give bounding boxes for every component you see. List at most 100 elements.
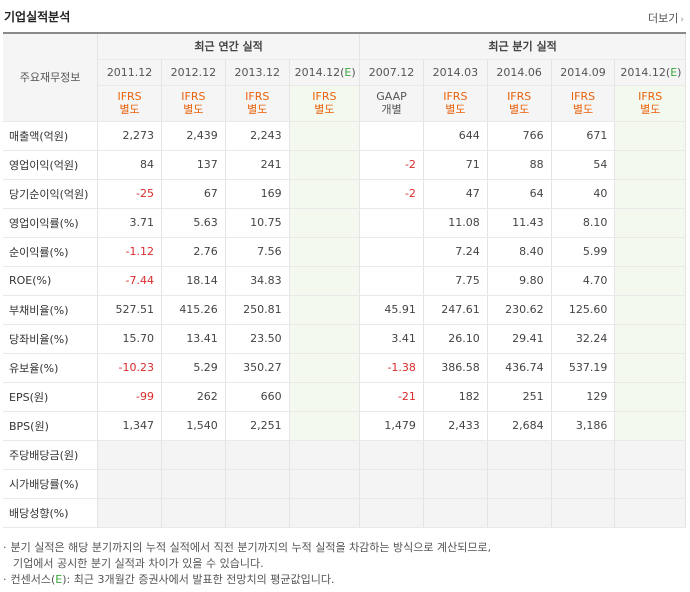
footnote-2-suffix: ): 최근 3개월간 증권사에서 발표한 전망치의 평균값입니다. <box>62 573 335 586</box>
table-cell <box>359 207 424 238</box>
period-header: 2014.12(E) <box>289 59 361 86</box>
table-cell <box>359 498 424 528</box>
table-row: 영업이익률(%) 3.71 5.63 10.75 11.08 11.43 8.10 <box>3 207 686 238</box>
accounting-standard: IFRS 별도 <box>161 85 226 122</box>
quarterly-group-header: 최근 분기 실적 <box>359 32 686 60</box>
standard-type: IFRS <box>570 90 596 103</box>
row-label: EPS(원) <box>3 382 99 412</box>
table-cell <box>289 469 361 499</box>
table-cell: 8.40 <box>487 237 552 267</box>
table-cell: 2,273 <box>97 121 162 151</box>
table-cell <box>423 439 488 470</box>
table-cell <box>487 498 552 528</box>
more-link-label[interactable]: 더보기 <box>648 12 679 25</box>
table-cell: 26.10 <box>423 324 488 354</box>
table-cell: -2 <box>359 179 424 209</box>
table-cell: 766 <box>487 121 552 151</box>
table-cell <box>161 498 226 528</box>
period-label: 2014.12( <box>620 65 671 79</box>
period-header: 2014.09 <box>551 59 616 86</box>
standard-scope: 별도 <box>247 103 268 116</box>
table-row: 영업이익(억원) 84 137 241 -2 71 88 54 <box>3 150 686 180</box>
table-cell: 527.51 <box>97 294 162 325</box>
table-cell: 644 <box>423 121 488 151</box>
row-label: 당좌비율(%) <box>3 324 99 354</box>
table-cell <box>161 469 226 499</box>
period-label: 2014.12( <box>294 65 345 79</box>
period-label-close: ) <box>677 65 682 79</box>
table-cell: 2,243 <box>225 121 290 151</box>
table-cell <box>551 498 616 528</box>
row-label: BPS(원) <box>3 411 99 441</box>
table-row: 당기순이익(억원) -25 67 169 -2 47 64 40 <box>3 179 686 209</box>
table-cell <box>359 121 424 151</box>
section-title: 기업실적분석 <box>4 10 71 24</box>
standard-scope: 개별 <box>381 103 402 116</box>
table-cell: 71 <box>423 150 488 180</box>
period-header: 2014.12(E) <box>614 59 686 86</box>
table-cell <box>359 469 424 499</box>
table-cell: -2 <box>359 150 424 180</box>
financial-table: 주요재무정보 최근 연간 실적 최근 분기 실적 2011.12 2012.12 2… <box>3 32 686 528</box>
table-cell: 47 <box>423 179 488 209</box>
table-cell: 11.08 <box>423 207 488 238</box>
table-cell: 660 <box>225 382 290 412</box>
table-cell: 3.71 <box>97 207 162 238</box>
table-cell: 45.91 <box>359 294 424 325</box>
footnote-2-prefix: 컨센서스( <box>10 573 56 586</box>
table-cell: 182 <box>423 382 488 412</box>
table-row: ROE(%) -7.44 18.14 34.83 7.75 9.80 4.70 <box>3 266 686 296</box>
more-link[interactable]: 더보기 › <box>648 10 684 26</box>
row-label: 부채비율(%) <box>3 294 99 325</box>
table-cell <box>614 237 686 267</box>
table-cell: 2,433 <box>423 411 488 441</box>
table-cell <box>614 353 686 383</box>
table-cell: 11.43 <box>487 207 552 238</box>
table-cell: 3.41 <box>359 324 424 354</box>
table-cell: 1,347 <box>97 411 162 441</box>
table-cell <box>423 498 488 528</box>
standard-type: IFRS <box>245 90 270 103</box>
table-cell <box>614 439 686 470</box>
standard-scope: 별도 <box>314 103 335 116</box>
table-cell: -1.38 <box>359 353 424 383</box>
table-cell: 2.76 <box>161 237 226 267</box>
table-cell: -99 <box>97 382 162 412</box>
table-cell <box>289 382 361 412</box>
table-cell: 13.41 <box>161 324 226 354</box>
row-label: 순이익률(%) <box>3 237 99 267</box>
table-cell <box>614 121 686 151</box>
table-cell: 247.61 <box>423 294 488 325</box>
period-header: 2012.12 <box>161 59 226 86</box>
standard-type: IFRS <box>117 90 142 103</box>
table-row: 주당배당금(원) <box>3 439 686 470</box>
row-label: ROE(%) <box>3 266 99 296</box>
table-cell: 436.74 <box>487 353 552 383</box>
estimate-mark: E <box>670 65 678 79</box>
row-label: 주당배당금(원) <box>3 439 99 470</box>
period-header: 2013.12 <box>225 59 290 86</box>
table-cell <box>225 439 290 470</box>
row-label: 영업이익(억원) <box>3 150 99 180</box>
table-cell: 386.58 <box>423 353 488 383</box>
table-cell: 5.99 <box>551 237 616 267</box>
table-cell: 9.80 <box>487 266 552 296</box>
footnote-1-line2: 기업에서 공시한 분기 실적과 차이가 있을 수 있습니다. <box>13 557 264 570</box>
table-row: 당좌비율(%) 15.70 13.41 23.50 3.41 26.10 29.41 32.2… <box>3 324 686 354</box>
table-cell: 4.70 <box>551 266 616 296</box>
table-cell: 5.29 <box>161 353 226 383</box>
table-row: 시가배당률(%) <box>3 469 686 499</box>
table-cell <box>289 150 361 180</box>
table-cell <box>289 439 361 470</box>
table-cell <box>97 439 162 470</box>
table-cell: 7.75 <box>423 266 488 296</box>
period-header: 2014.03 <box>423 59 488 86</box>
accounting-standard: IFRS 별도 <box>289 85 361 122</box>
row-label: 영업이익률(%) <box>3 207 99 238</box>
footnote-2: · 컨센서스(E): 최근 3개월간 증권사에서 발표한 전망치의 평균값입니다. <box>3 573 335 586</box>
table-cell <box>359 266 424 296</box>
table-cell: 1,540 <box>161 411 226 441</box>
table-cell <box>289 207 361 238</box>
footnotes: · 분기 실적은 해당 분기까지의 누적 실적에서 직전 분기까지의 누적 실적을… <box>3 540 491 588</box>
table-cell <box>614 294 686 325</box>
